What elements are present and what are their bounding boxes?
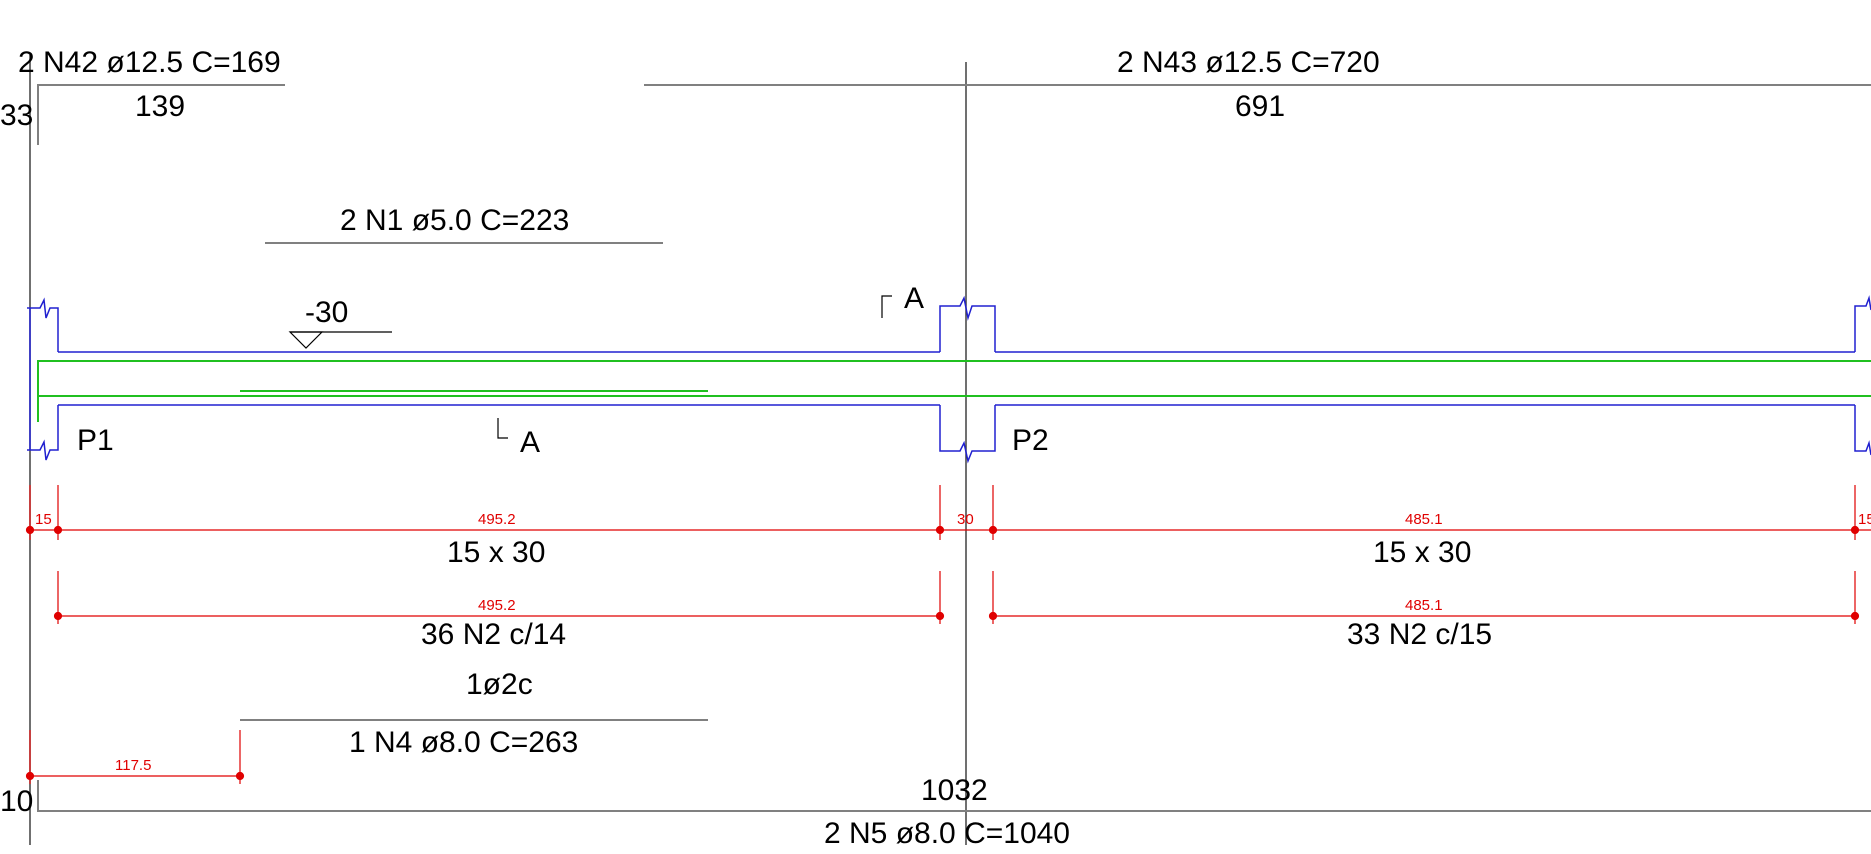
rebar-n4-label: 1 N4 ø8.0 C=263: [349, 726, 578, 759]
rebar-n4-note: 1ø2c: [466, 668, 533, 701]
stirrup-dimensions: [53, 571, 1860, 624]
span-2-section: 15 x 30: [1373, 536, 1471, 569]
span-dimensions: [25, 485, 1871, 540]
rebar-n1-label: 2 N1 ø5.0 C=223: [340, 204, 569, 237]
rebar-n42-hook-length: 33: [0, 99, 33, 132]
beam-reinforcement: [37, 360, 1871, 422]
pillar-label-p1: P1: [77, 424, 114, 457]
rebar-n43-label: 2 N43 ø12.5 C=720: [1117, 46, 1380, 79]
level-value: -30: [305, 296, 348, 329]
rebar-n5-hook-length: 10: [0, 785, 33, 818]
rebar-n43-length: 691: [1235, 90, 1285, 123]
rebar-n42-length: 139: [135, 90, 185, 123]
level-marker: -30: [288, 296, 392, 349]
stirrup-span-2-label: 33 N2 c/15: [1347, 618, 1492, 651]
section-mark-top-label: A: [904, 282, 924, 315]
support-width-p2: 30: [957, 511, 974, 528]
beam-outline: [27, 295, 1871, 464]
span-1-length: 495.2: [478, 511, 516, 528]
rebar-n4: 1ø2c 1 N4 ø8.0 C=263: [240, 668, 708, 759]
anchorage-dimension: [25, 730, 245, 784]
section-mark-bottom-label: A: [520, 426, 540, 459]
rebar-n5: 10 1032 2 N5 ø8.0 C=1040: [0, 774, 1871, 850]
rebar-n42-label: 2 N42 ø12.5 C=169: [18, 46, 281, 79]
span-1-section: 15 x 30: [447, 536, 545, 569]
anchorage-length: 117.5: [115, 757, 151, 774]
span-2-length: 485.1: [1405, 511, 1443, 528]
support-width-p1: 15: [35, 511, 52, 528]
rebar-n43: 2 N43 ø12.5 C=720 691: [644, 46, 1871, 123]
section-mark-bottom: A: [497, 418, 540, 459]
stirrup-span-1-label: 36 N2 c/14: [421, 618, 566, 651]
rebar-n42: 2 N42 ø12.5 C=169 33 139: [0, 46, 285, 145]
support-width-right: 15: [1858, 511, 1871, 528]
rebar-n5-length: 1032: [921, 774, 988, 807]
rebar-n5-label: 2 N5 ø8.0 C=1040: [824, 817, 1070, 850]
stirrup-span-1-length: 495.2: [478, 597, 516, 614]
stirrup-span-2-length: 485.1: [1405, 597, 1443, 614]
rebar-n1: 2 N1 ø5.0 C=223: [265, 204, 663, 244]
pillar-label-p2: P2: [1012, 424, 1049, 457]
section-mark-top: A: [881, 282, 924, 318]
